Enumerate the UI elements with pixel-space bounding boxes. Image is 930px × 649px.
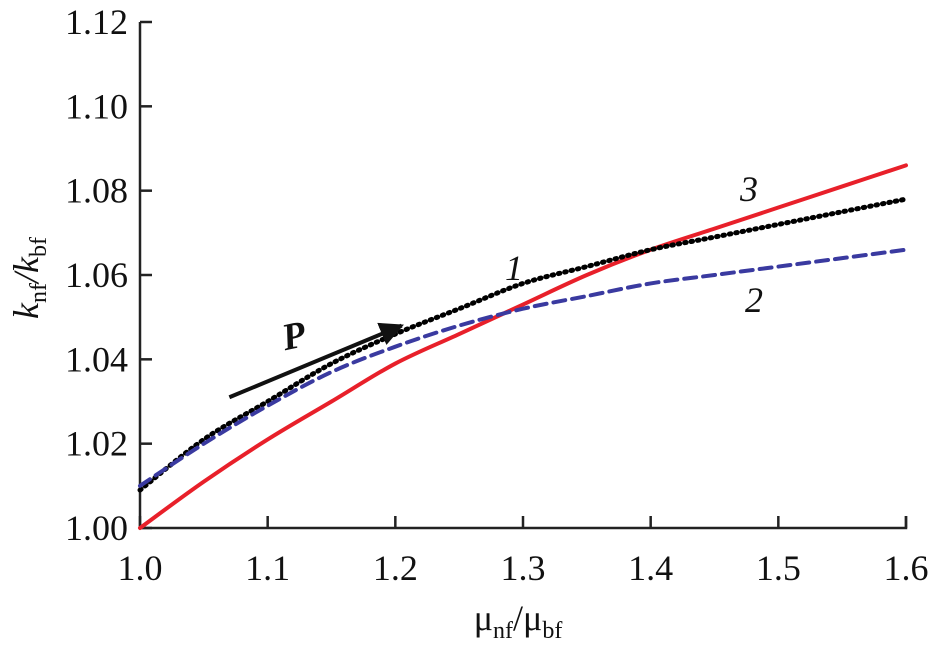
y-tick-label: 1.04 <box>65 339 128 379</box>
y-tick-label: 1.06 <box>65 255 128 295</box>
x-tick-label: 1.6 <box>884 548 929 588</box>
y-tick-label: 1.10 <box>65 86 128 126</box>
y-tick-label: 1.00 <box>65 508 128 548</box>
series-line-3 <box>138 163 908 530</box>
x-tick-label: 1.4 <box>628 548 673 588</box>
p-arrow-label: P <box>277 313 310 359</box>
curve-labels: 1 2 3 <box>505 169 763 320</box>
x-tick-label: 1.0 <box>118 548 163 588</box>
curve-label-1: 1 <box>505 248 523 288</box>
y-ticks: 1.00 1.02 1.04 1.06 1.08 1.10 1.12 <box>65 2 152 548</box>
y-tick-label: 1.02 <box>65 424 128 464</box>
curve-label-3: 3 <box>739 169 758 209</box>
axes <box>138 22 908 530</box>
y-tick-label: 1.08 <box>65 171 128 211</box>
x-tick-label: 1.3 <box>501 548 546 588</box>
series-layer <box>137 163 909 530</box>
series-line-1 <box>137 196 909 493</box>
x-tick-label: 1.1 <box>245 548 290 588</box>
x-tick-label: 1.5 <box>756 548 801 588</box>
x-tick-label: 1.2 <box>373 548 418 588</box>
x-axis-title: μnf/μbf <box>474 598 563 644</box>
curve-label-2: 2 <box>745 280 763 320</box>
x-ticks: 1.0 1.1 1.2 1.3 1.4 1.5 1.6 <box>118 516 929 588</box>
y-axis-title: knf/kbf <box>6 237 52 319</box>
axis-frame <box>138 22 908 530</box>
series-line-2 <box>138 247 908 488</box>
y-tick-label: 1.12 <box>65 2 128 42</box>
p-arrow <box>228 322 404 400</box>
